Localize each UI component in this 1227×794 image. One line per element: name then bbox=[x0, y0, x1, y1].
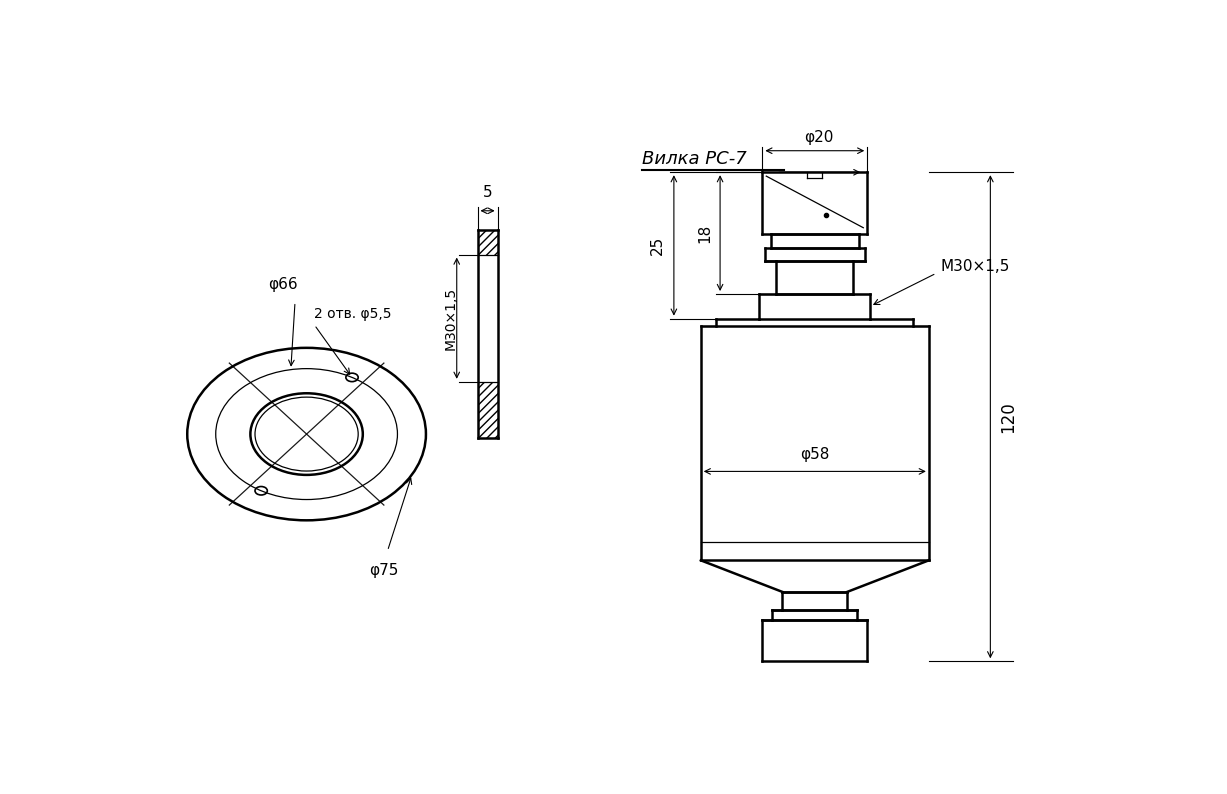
Bar bbox=[477, 230, 498, 255]
Bar bbox=[477, 382, 498, 438]
Text: 120: 120 bbox=[1000, 401, 1017, 433]
Text: φ58: φ58 bbox=[800, 447, 829, 462]
Text: 25: 25 bbox=[649, 236, 665, 255]
Text: 5: 5 bbox=[482, 185, 492, 200]
Text: φ75: φ75 bbox=[369, 563, 399, 578]
Text: M30×1,5: M30×1,5 bbox=[444, 287, 458, 350]
Text: M30×1,5: M30×1,5 bbox=[940, 260, 1010, 275]
Text: φ20: φ20 bbox=[804, 129, 833, 145]
Text: 18: 18 bbox=[697, 223, 713, 243]
Text: Вилка РС-7: Вилка РС-7 bbox=[642, 150, 746, 168]
Text: 2 отв. φ5,5: 2 отв. φ5,5 bbox=[314, 307, 391, 321]
Text: φ66: φ66 bbox=[267, 276, 298, 291]
